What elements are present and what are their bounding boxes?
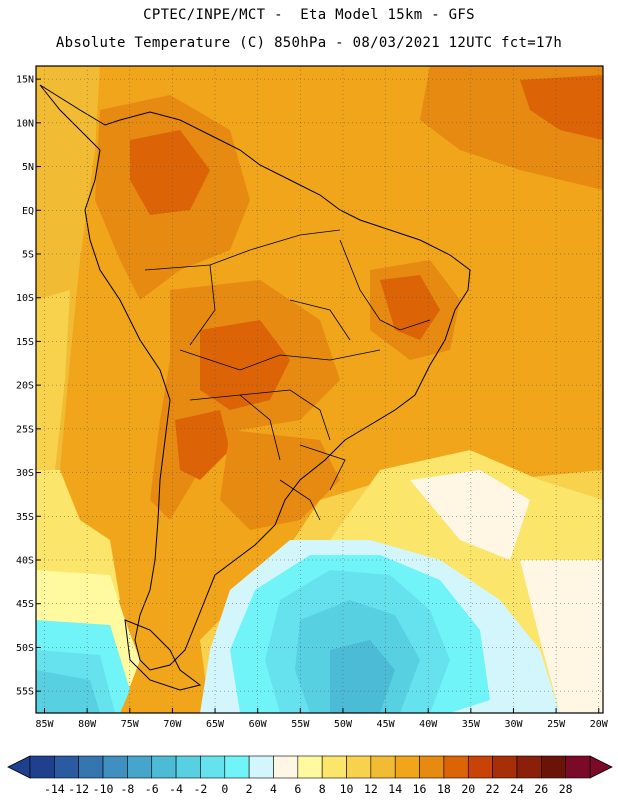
colorbar-label: 12 [364,782,378,796]
colorbar-label: 18 [437,782,451,796]
colorbar-swatch [467,755,493,779]
lat-label: 5N [22,162,34,173]
colorbar-swatch [346,755,372,779]
lat-label: 20S [16,381,34,392]
colorbar-label: 14 [388,782,402,796]
country-borders [144,229,431,521]
colorbar-swatch [370,755,396,779]
lat-label: 35S [16,512,34,523]
colorbar-swatch [321,755,347,779]
colorbar-label: -2 [194,782,208,796]
lon-label: 30W [504,719,523,730]
colorbar-swatch [29,755,55,779]
colorbar-label: 24 [510,782,524,796]
colorbar-label: 6 [294,782,301,796]
colorbar-label: -8 [120,782,134,796]
lat-label: 15N [16,75,34,86]
colorbar-label: -4 [169,782,183,796]
lon-label: 70W [163,719,182,730]
colorbar-swatch [443,755,469,779]
temperature-field [36,66,603,713]
colorbar-label: 8 [319,782,326,796]
colorbar-swatch [394,755,420,779]
lon-label: 55W [291,719,310,730]
colorbar-swatch [127,755,153,779]
colorbar-label: 10 [340,782,354,796]
colorbar-swatch [175,755,201,779]
colorbar-swatch [224,755,250,779]
map-frame [35,65,604,714]
colorbar-max-arrow [589,755,613,779]
lon-label: 45W [377,719,396,730]
lon-label: 50W [334,719,353,730]
colorbar-swatch [54,755,79,779]
lon-label: 25W [547,719,566,730]
lon-label: 85W [35,719,54,730]
colorbar-swatch [102,755,128,779]
colorbar-swatch [273,755,299,779]
colorbar-label: 2 [246,782,253,796]
lat-label: 55S [16,687,34,698]
lat-label: EQ [22,206,34,217]
colorbar-swatch [565,755,591,779]
lat-label: 25S [16,424,34,435]
colorbar-swatch [492,755,518,779]
graticule [36,66,603,713]
colorbar-swatch [248,755,274,779]
colorbar-swatch [200,755,226,779]
colorbar-swatch [516,755,542,779]
colorbar-label: 20 [461,782,475,796]
colorbar-swatch [419,755,445,779]
colorbar-label: 16 [413,782,427,796]
lon-label: 40W [419,719,438,730]
longitude-labels: 85W 80W 75W 70W 65W 60W 55W 50W 45W 40W 35W 30W 25W 2… [35,708,609,730]
coastlines [39,84,471,691]
lat-label: 50S [16,643,34,654]
colorbar-label: 28 [559,782,573,796]
lon-label: 65W [206,719,225,730]
colorbar-label: -10 [93,782,114,796]
latitude-labels: 15N 10N 5N EQ 5S 10S 15S 20S 25S 30S 35S 40S 45S 50S 5… [16,75,41,698]
colorbar-label: 22 [486,782,500,796]
lon-label: 80W [78,719,97,730]
colorbar-swatch [297,755,323,779]
colorbar-label: -12 [68,782,89,796]
map-title: CPTEC/INPE/MCT - Eta Model 15km - GFS [143,7,475,23]
lon-label: 35W [462,719,481,730]
lat-label: 10N [16,118,34,129]
lat-label: 5S [22,249,34,260]
colorbar-swatch [541,755,566,779]
colorbar-swatch [151,755,177,779]
lat-label: 10S [16,293,34,304]
map-subtitle: Absolute Temperature (C) 850hPa - 08/03/… [55,35,563,51]
colorbar-label: 4 [270,782,277,796]
colorbar-min-arrow [7,755,31,779]
colorbar-label: 0 [221,782,228,796]
colorbar-swatch [78,755,104,779]
lat-label: 45S [16,599,34,610]
lat-label: 15S [16,337,34,348]
colorbar-label: -14 [44,782,65,796]
colorbar: -14 -12 -10 -8 -6 -4 -2 0 2 4 6 8 10 12 14 16 18 20 22 24 26… [7,755,613,796]
lon-label: 60W [249,719,268,730]
lon-label: 20W [590,719,609,730]
colorbar-label: 26 [534,782,548,796]
lat-label: 40S [16,555,34,566]
lat-label: 30S [16,468,34,479]
lon-label: 75W [121,719,140,730]
colorbar-label: -6 [145,782,159,796]
